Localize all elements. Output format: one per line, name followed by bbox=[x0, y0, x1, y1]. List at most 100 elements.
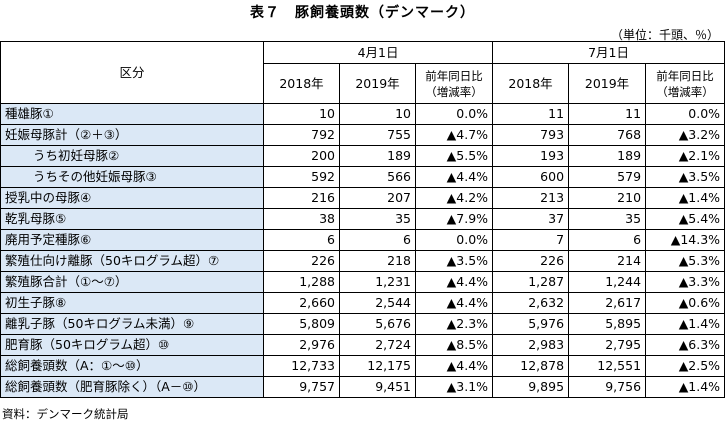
april-rate-cell: ▲4.7% bbox=[414, 124, 494, 146]
april-2018-cell: 2,660 bbox=[263, 292, 340, 314]
table-row: 総飼養頭数（A：①〜⑩） 12,733 12,175 ▲4.4% 12,878 12,55… bbox=[0, 355, 725, 377]
row-label: 繁殖仕向け離豚（50キログラム超）⑦ bbox=[0, 250, 264, 272]
april-2018-cell: 12,733 bbox=[263, 355, 340, 377]
july-2018-cell: 226 bbox=[492, 250, 570, 272]
april-rate-cell: ▲4.4% bbox=[414, 355, 494, 377]
april-rate-cell: ▲2.3% bbox=[414, 313, 494, 335]
row-label: 離乳子豚（50キログラム未満）⑨ bbox=[0, 313, 264, 335]
april-2019-cell: 9,451 bbox=[339, 376, 416, 398]
row-label: 妊娠母豚計（②＋③） bbox=[0, 124, 264, 146]
row-label: 種雄豚① bbox=[0, 103, 264, 125]
july-2018-cell: 5,976 bbox=[492, 313, 570, 335]
pig-inventory-table: 区分 4月1日 7月1日 2018年 2019年 前年同日比 （増減率） 201… bbox=[0, 41, 725, 398]
july-rate-cell: ▲3.2% bbox=[645, 124, 725, 146]
yoy-rate-line2: （増減率） bbox=[656, 84, 714, 99]
july-2018-cell: 793 bbox=[492, 124, 570, 146]
row-label: 乾乳母豚⑤ bbox=[0, 208, 264, 230]
period-july-header: 7月1日 bbox=[492, 41, 725, 64]
july-2018-cell: 193 bbox=[492, 145, 570, 167]
july-2019-cell: 2,617 bbox=[568, 292, 647, 314]
april-rate-cell: ▲4.4% bbox=[414, 292, 494, 314]
july-rate-cell: ▲1.4% bbox=[645, 376, 725, 398]
july-2018-cell: 9,895 bbox=[492, 376, 570, 398]
category-header: 区分 bbox=[0, 41, 264, 104]
table-row: 離乳子豚（50キログラム未満）⑨ 5,809 5,676 ▲2.3% 5,976 5,89… bbox=[0, 313, 725, 335]
table-row: うちその他妊娠母豚③ 592 566 ▲4.4% 600 579 ▲3.5% bbox=[0, 166, 725, 188]
april-rate-cell: 0.0% bbox=[414, 103, 494, 125]
april-2018-cell: 1,288 bbox=[263, 271, 340, 293]
table-row: 繁殖仕向け離豚（50キログラム超）⑦ 226 218 ▲3.5% 226 214 ▲5.3% bbox=[0, 250, 725, 272]
row-label: 初生子豚⑧ bbox=[0, 292, 264, 314]
april-rate-cell: ▲4.4% bbox=[414, 271, 494, 293]
july-2019-cell: 35 bbox=[568, 208, 647, 230]
april-2018-cell: 200 bbox=[263, 145, 340, 167]
july-rate-cell: ▲1.4% bbox=[645, 313, 725, 335]
april-2019-cell: 218 bbox=[339, 250, 416, 272]
july-2019-cell: 214 bbox=[568, 250, 647, 272]
april-2018-cell: 10 bbox=[263, 103, 340, 125]
row-label: 総飼養頭数（肥育豚除く）（A－⑩） bbox=[0, 376, 264, 398]
april-2019-cell: 35 bbox=[339, 208, 416, 230]
july-2019-cell: 1,244 bbox=[568, 271, 647, 293]
yoy-rate-line2: （増減率） bbox=[425, 84, 483, 99]
april-2019-cell: 566 bbox=[339, 166, 416, 188]
april-2018-cell: 9,757 bbox=[263, 376, 340, 398]
april-2018-cell: 6 bbox=[263, 229, 340, 251]
july-rate-cell: ▲2.5% bbox=[645, 355, 725, 377]
july-2018-cell: 7 bbox=[492, 229, 570, 251]
yoy-rate-line1: 前年同日比 bbox=[656, 68, 714, 83]
july-rate-cell: ▲2.1% bbox=[645, 145, 725, 167]
april-2019-cell: 1,231 bbox=[339, 271, 416, 293]
yoy-rate-header: 前年同日比 （増減率） bbox=[414, 63, 494, 104]
year-2018-header: 2018年 bbox=[492, 63, 570, 104]
april-2018-cell: 792 bbox=[263, 124, 340, 146]
july-rate-cell: ▲14.3% bbox=[645, 229, 725, 251]
april-rate-cell: ▲4.4% bbox=[414, 166, 494, 188]
july-2018-cell: 2,983 bbox=[492, 334, 570, 356]
july-rate-cell: ▲0.6% bbox=[645, 292, 725, 314]
april-2019-cell: 2,544 bbox=[339, 292, 416, 314]
july-2018-cell: 37 bbox=[492, 208, 570, 230]
july-2018-cell: 2,632 bbox=[492, 292, 570, 314]
april-2019-cell: 6 bbox=[339, 229, 416, 251]
row-label: 肥育豚（50キログラム超）⑩ bbox=[0, 334, 264, 356]
april-2019-cell: 12,175 bbox=[339, 355, 416, 377]
table-row: 初生子豚⑧ 2,660 2,544 ▲4.4% 2,632 2,617 ▲0.6% bbox=[0, 292, 725, 314]
july-rate-cell: ▲1.4% bbox=[645, 187, 725, 209]
april-2018-cell: 38 bbox=[263, 208, 340, 230]
july-rate-cell: 0.0% bbox=[645, 103, 725, 125]
april-rate-cell: ▲7.9% bbox=[414, 208, 494, 230]
april-rate-cell: ▲3.1% bbox=[414, 376, 494, 398]
july-2019-cell: 189 bbox=[568, 145, 647, 167]
yoy-rate-line1: 前年同日比 bbox=[425, 68, 483, 83]
unit-note: （単位：千頭、％） bbox=[610, 28, 719, 42]
july-2018-cell: 12,878 bbox=[492, 355, 570, 377]
year-2019-header: 2019年 bbox=[568, 63, 647, 104]
row-label: 繁殖豚合計（①〜⑦） bbox=[0, 271, 264, 293]
year-2018-header: 2018年 bbox=[263, 63, 340, 104]
july-2019-cell: 2,795 bbox=[568, 334, 647, 356]
table-row: 妊娠母豚計（②＋③） 792 755 ▲4.7% 793 768 ▲3.2% bbox=[0, 124, 725, 146]
april-2018-cell: 216 bbox=[263, 187, 340, 209]
table-row: 授乳中の母豚④ 216 207 ▲4.2% 213 210 ▲1.4% bbox=[0, 187, 725, 209]
table-row: 総飼養頭数（肥育豚除く）（A－⑩） 9,757 9,451 ▲3.1% 9,895 9,7… bbox=[0, 376, 725, 398]
april-2019-cell: 207 bbox=[339, 187, 416, 209]
source-note: 資料：デンマーク統計局 bbox=[2, 407, 129, 421]
july-2019-cell: 9,756 bbox=[568, 376, 647, 398]
table-row: 肥育豚（50キログラム超）⑩ 2,976 2,724 ▲8.5% 2,983 2,795 ▲… bbox=[0, 334, 725, 356]
yoy-rate-header: 前年同日比 （増減率） bbox=[645, 63, 725, 104]
july-2019-cell: 579 bbox=[568, 166, 647, 188]
july-2018-cell: 11 bbox=[492, 103, 570, 125]
july-2019-cell: 210 bbox=[568, 187, 647, 209]
july-rate-cell: ▲3.3% bbox=[645, 271, 725, 293]
table-row: 乾乳母豚⑤ 38 35 ▲7.9% 37 35 ▲5.4% bbox=[0, 208, 725, 230]
april-rate-cell: ▲3.5% bbox=[414, 250, 494, 272]
july-2019-cell: 5,895 bbox=[568, 313, 647, 335]
april-2019-cell: 10 bbox=[339, 103, 416, 125]
july-2019-cell: 11 bbox=[568, 103, 647, 125]
row-label: うち初妊母豚② bbox=[0, 145, 264, 167]
april-2019-cell: 2,724 bbox=[339, 334, 416, 356]
table-row: 繁殖豚合計（①〜⑦） 1,288 1,231 ▲4.4% 1,287 1,244 ▲3.3% bbox=[0, 271, 725, 293]
july-rate-cell: ▲5.4% bbox=[645, 208, 725, 230]
april-2018-cell: 5,809 bbox=[263, 313, 340, 335]
